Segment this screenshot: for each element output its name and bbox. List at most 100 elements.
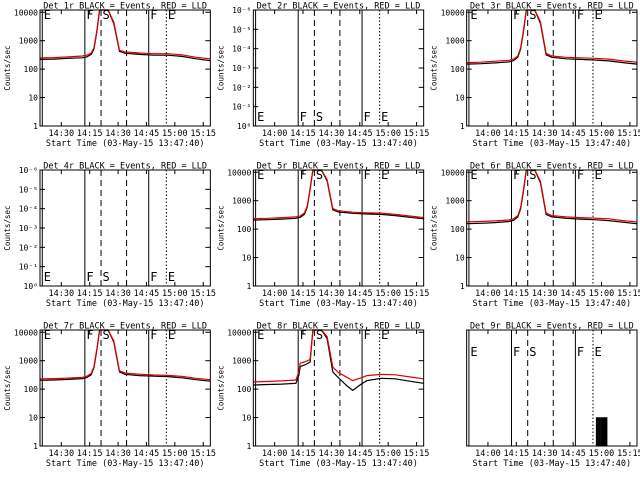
y-tick-label: 10⁻⁵	[19, 185, 38, 194]
x-tick-label: 14:00	[262, 129, 288, 139]
marker-label: F	[300, 168, 307, 182]
marker-label: F	[300, 328, 307, 342]
x-tick-label: 15:00	[162, 449, 188, 459]
x-tick-label: 14:15	[77, 449, 103, 459]
lld-line	[253, 329, 424, 383]
y-tick-label: 1000	[232, 357, 251, 366]
x-tick-label: 14:30	[319, 449, 345, 459]
y-axis-label: Counts/sec	[430, 205, 439, 250]
panel-title: Det 7r BLACK = Events, RED = LLD	[43, 322, 207, 332]
plot-frame	[466, 169, 638, 287]
x-tick-label: 14:30	[48, 289, 74, 299]
y-tick-label: 10	[28, 414, 38, 423]
y-axis-label: Counts/sec	[3, 45, 12, 90]
marker-label: F	[150, 8, 157, 22]
y-axis-label: Counts/sec	[3, 205, 12, 250]
plot-frame	[252, 169, 425, 287]
marker-label: F	[577, 345, 584, 359]
x-tick-label: 15:15	[404, 449, 430, 459]
x-tick-label: 15:15	[404, 289, 430, 299]
x-tick-label: 15:00	[162, 129, 188, 139]
y-tick-label: 100	[24, 385, 39, 394]
lld-line	[466, 169, 638, 223]
panel-title: Det 6r BLACK = Events, RED = LLD	[470, 162, 634, 172]
y-tick-label: 10⁻²	[19, 243, 38, 252]
y-tick-label: 1	[460, 122, 465, 131]
marker-label: S	[316, 328, 323, 342]
y-tick-label: 100	[450, 65, 465, 74]
events-line	[253, 329, 424, 392]
x-tick-label: 14:00	[475, 449, 501, 459]
marker-label: S	[103, 328, 110, 342]
x-tick-label: 14:00	[262, 449, 288, 459]
marker-label: E	[594, 8, 601, 22]
x-tick-label: 14:45	[134, 289, 160, 299]
panel-title: Det 9r BLACK = Events, RED = LLD	[470, 322, 634, 332]
x-tick-label: 14:30	[48, 129, 74, 139]
x-tick-label: 15:15	[190, 289, 216, 299]
y-tick-label: 10	[455, 94, 465, 103]
marker-label: F	[364, 328, 371, 342]
y-axis-label: Counts/sec	[216, 45, 225, 90]
plot-frame	[39, 9, 211, 127]
panel-title: Det 3r BLACK = Events, RED = LLD	[470, 2, 634, 12]
plot-frame	[39, 329, 211, 447]
lld-line	[253, 169, 424, 220]
marker-label: S	[103, 270, 110, 284]
marker-label: F	[577, 168, 584, 182]
y-tick-label: 10⁻²	[232, 83, 251, 92]
x-tick-label: 14:15	[290, 129, 316, 139]
y-tick-label: 10⁻⁴	[19, 205, 38, 214]
y-tick-label: 10000	[227, 168, 251, 177]
marker-label: E	[594, 168, 601, 182]
x-tick-label: 14:15	[290, 289, 316, 299]
x-tick-label: 14:15	[290, 449, 316, 459]
y-tick-label: 100	[237, 225, 252, 234]
y-tick-label: 10⁰	[237, 122, 251, 131]
x-tick-label: 15:15	[404, 129, 430, 139]
plot-frame	[252, 9, 425, 127]
y-tick-label: 1	[247, 282, 252, 291]
marker-label: S	[529, 168, 536, 182]
y-tick-label: 100	[237, 385, 252, 394]
plot-frame	[39, 169, 211, 287]
marker-label: F	[364, 110, 371, 124]
x-tick-label: 15:15	[617, 129, 640, 139]
marker-label: E	[168, 328, 175, 342]
marker-label: F	[513, 168, 520, 182]
y-tick-label: 1000	[445, 37, 464, 46]
x-tick-label: 15:00	[162, 289, 188, 299]
y-tick-label: 10⁻¹	[232, 103, 251, 112]
y-tick-label: 10	[455, 254, 465, 263]
plot-frame	[466, 9, 638, 127]
y-tick-label: 1000	[19, 357, 38, 366]
x-tick-label: 14:45	[347, 129, 373, 139]
marker-label: F	[300, 110, 307, 124]
x-tick-label: 14:45	[134, 129, 160, 139]
x-tick-label: 14:15	[504, 289, 530, 299]
y-tick-label: 1	[247, 442, 252, 451]
lld-line	[39, 9, 211, 60]
marker-label: E	[257, 110, 264, 124]
x-tick-label: 14:15	[77, 289, 103, 299]
x-tick-label: 14:30	[532, 449, 558, 459]
marker-label: E	[257, 328, 264, 342]
y-tick-label: 10⁻¹	[19, 263, 38, 272]
marker-label: S	[529, 8, 536, 22]
events-line	[39, 9, 211, 62]
marker-label: E	[44, 8, 51, 22]
events-line	[253, 169, 424, 221]
y-tick-label: 10000	[227, 328, 251, 337]
x-tick-label: 15:00	[375, 289, 401, 299]
marker-label: S	[103, 8, 110, 22]
y-axis-label: Counts/sec	[216, 365, 225, 410]
marker-label: E	[470, 8, 477, 22]
marker-label: E	[381, 328, 388, 342]
